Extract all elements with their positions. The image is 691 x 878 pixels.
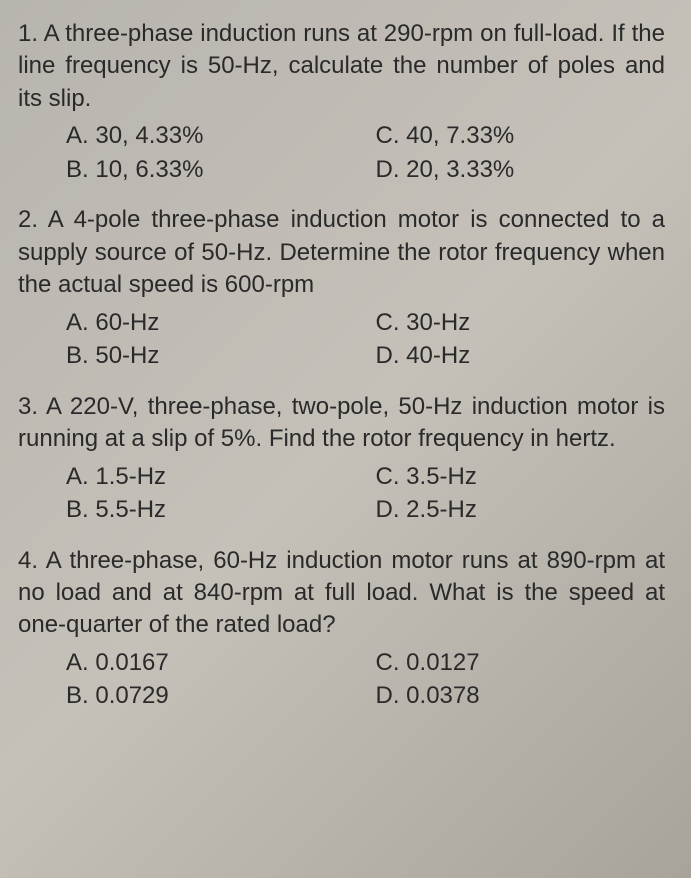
question-3-number: 3. xyxy=(18,393,38,420)
option-2a-value: 60-Hz xyxy=(95,309,159,336)
option-4d-value: 0.0378 xyxy=(406,682,479,709)
option-4c-value: 0.0127 xyxy=(406,649,479,676)
question-3-text: 3. A 220-V, three-phase, two-pole, 50-Hz… xyxy=(18,391,665,456)
question-2: 2. A 4-pole three-phase induction motor … xyxy=(18,204,665,372)
option-4b-value: 0.0729 xyxy=(95,682,168,709)
option-4c: C. 0.0127 xyxy=(376,646,666,680)
option-2a: A. 60-Hz xyxy=(66,306,356,340)
option-1d-value: 20, 3.33% xyxy=(406,156,514,183)
option-1c: C. 40, 7.33% xyxy=(376,119,666,153)
question-4: 4. A three-phase, 60-Hz induction motor … xyxy=(18,545,665,713)
option-1d: D. 20, 3.33% xyxy=(376,153,666,187)
option-3a-value: 1.5-Hz xyxy=(95,463,166,490)
option-3b-value: 5.5-Hz xyxy=(95,496,166,523)
question-2-text: 2. A 4-pole three-phase induction motor … xyxy=(18,204,665,301)
option-1c-value: 40, 7.33% xyxy=(406,122,514,149)
option-3c-value: 3.5-Hz xyxy=(406,463,477,490)
question-4-body: A three-phase, 60-Hz induction motor run… xyxy=(18,547,665,639)
option-2d-value: 40-Hz xyxy=(406,342,470,369)
option-4a: A. 0.0167 xyxy=(66,646,356,680)
option-4b: B. 0.0729 xyxy=(66,679,356,713)
option-1b-value: 10, 6.33% xyxy=(95,156,203,183)
option-3d: D. 2.5-Hz xyxy=(376,493,666,527)
option-1b: B. 10, 6.33% xyxy=(66,153,356,187)
question-3-body: A 220-V, three-phase, two-pole, 50-Hz in… xyxy=(18,393,665,452)
option-3d-value: 2.5-Hz xyxy=(406,496,477,523)
option-1a: A. 30, 4.33% xyxy=(66,119,356,153)
question-4-options: A. 0.0167 C. 0.0127 B. 0.0729 D. 0.0378 xyxy=(18,646,665,713)
option-2c: C. 30-Hz xyxy=(376,306,666,340)
option-3b: B. 5.5-Hz xyxy=(66,493,356,527)
option-1a-value: 30, 4.33% xyxy=(95,122,203,149)
option-2b: B. 50-Hz xyxy=(66,339,356,373)
question-4-text: 4. A three-phase, 60-Hz induction motor … xyxy=(18,545,665,642)
option-2b-value: 50-Hz xyxy=(95,342,159,369)
question-2-options: A. 60-Hz C. 30-Hz B. 50-Hz D. 40-Hz xyxy=(18,306,665,373)
option-3c: C. 3.5-Hz xyxy=(376,460,666,494)
question-3-options: A. 1.5-Hz C. 3.5-Hz B. 5.5-Hz D. 2.5-Hz xyxy=(18,460,665,527)
question-4-number: 4. xyxy=(18,547,38,574)
question-1-text: 1. A three-phase induction runs at 290-r… xyxy=(18,18,665,115)
question-2-number: 2. xyxy=(18,206,38,233)
question-1-number: 1. xyxy=(18,20,38,47)
option-2d: D. 40-Hz xyxy=(376,339,666,373)
option-4a-value: 0.0167 xyxy=(95,649,168,676)
question-3: 3. A 220-V, three-phase, two-pole, 50-Hz… xyxy=(18,391,665,527)
question-1-options: A. 30, 4.33% C. 40, 7.33% B. 10, 6.33% D… xyxy=(18,119,665,186)
option-3a: A. 1.5-Hz xyxy=(66,460,356,494)
option-4d: D. 0.0378 xyxy=(376,679,666,713)
question-1-body: A three-phase induction runs at 290-rpm … xyxy=(18,20,665,112)
question-2-body: A 4-pole three-phase induction motor is … xyxy=(18,206,665,298)
question-1: 1. A three-phase induction runs at 290-r… xyxy=(18,18,665,186)
option-2c-value: 30-Hz xyxy=(406,309,470,336)
